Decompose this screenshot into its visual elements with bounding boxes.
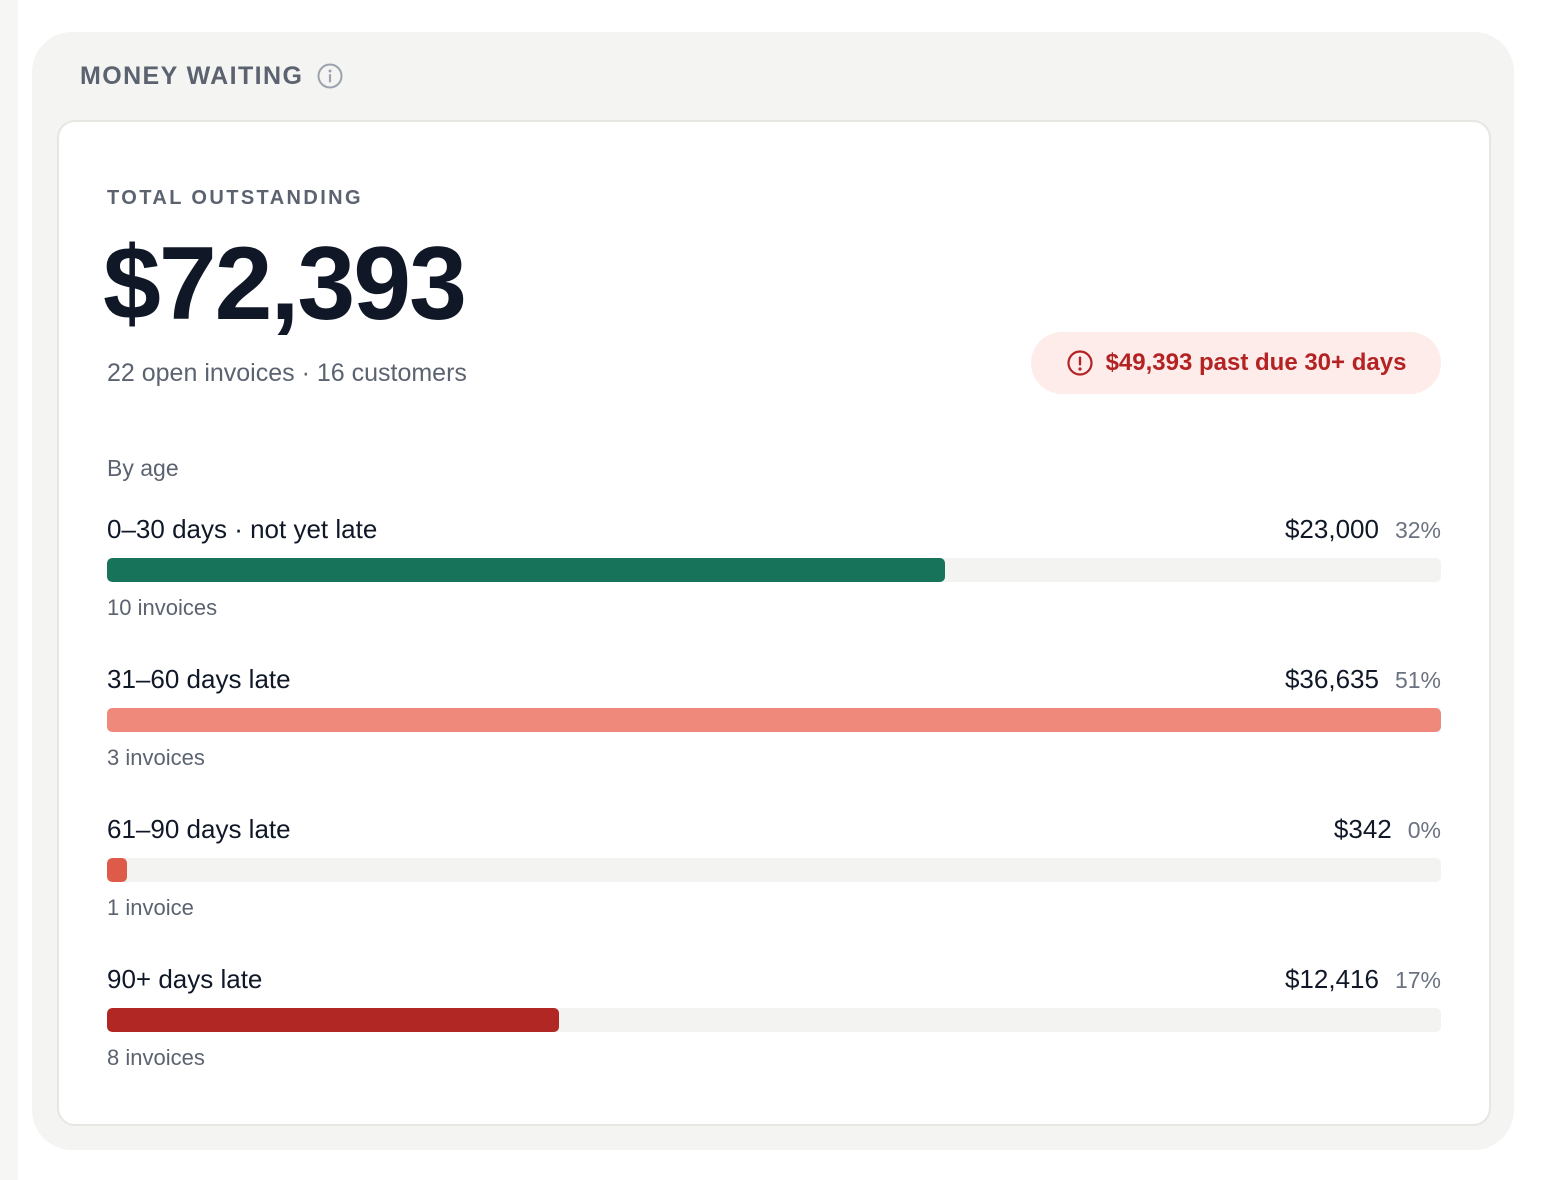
bucket-invoice-count: 3 invoices <box>107 745 205 770</box>
bucket-name: 61–90 days late <box>107 814 291 844</box>
bucket-bar-track <box>107 708 1441 732</box>
total-outstanding-label: TOTAL OUTSTANDING <box>107 187 363 209</box>
bucket-bar-track <box>107 858 1441 882</box>
age-bucket-61-90[interactable]: 61–90 days late $342 0% 1 invoice <box>107 814 1441 934</box>
bucket-bar-fill <box>107 708 1441 732</box>
page-left-edge <box>0 0 18 1180</box>
bucket-invoice-count: 8 invoices <box>107 1045 205 1070</box>
bucket-name: 90+ days late <box>107 964 263 994</box>
bucket-amount: $36,635 <box>1284 664 1379 694</box>
bucket-name: 31–60 days late <box>107 664 291 694</box>
alert-circle-icon <box>1066 350 1093 376</box>
past-due-alert-text: $49,393 past due 30+ days <box>1105 349 1407 376</box>
invoice-customer-summary: 22 open invoices · 16 customers <box>107 359 467 387</box>
bucket-name: 0–30 days · not yet late <box>107 514 378 544</box>
bucket-values: $36,635 51% <box>1285 664 1441 695</box>
bucket-percent: 32% <box>1394 517 1441 543</box>
bucket-percent: 17% <box>1394 967 1441 993</box>
bucket-bar-fill <box>107 1008 560 1032</box>
past-due-alert-badge[interactable]: $49,393 past due 30+ days <box>1031 332 1441 394</box>
age-bucket-0-30[interactable]: 0–30 days · not yet late $23,000 32% 10 … <box>107 514 1441 634</box>
bucket-values: $23,000 32% <box>1285 514 1441 545</box>
bucket-amount: $23,000 <box>1284 514 1379 544</box>
total-outstanding-amount: $72,393 <box>103 226 467 342</box>
bucket-bar-track <box>107 558 1441 582</box>
age-bucket-90-plus[interactable]: 90+ days late $12,416 17% 8 invoices <box>107 964 1441 1084</box>
bucket-values: $12,416 17% <box>1285 964 1441 995</box>
bucket-percent: 51% <box>1394 667 1441 693</box>
panel-header: MONEY WAITING <box>80 60 343 92</box>
info-icon[interactable] <box>317 63 343 89</box>
bucket-bar-track <box>107 1008 1441 1032</box>
bucket-invoice-count: 1 invoice <box>107 895 194 920</box>
bucket-bar-fill <box>107 558 945 582</box>
bucket-values: $342 0% <box>1334 814 1441 845</box>
bucket-amount: $12,416 <box>1284 964 1379 994</box>
age-bucket-31-60[interactable]: 31–60 days late $36,635 51% 3 invoices <box>107 664 1441 784</box>
money-waiting-panel: MONEY WAITING TOTAL OUTSTANDING $72,393 … <box>32 32 1514 1150</box>
outstanding-card: TOTAL OUTSTANDING $72,393 22 open invoic… <box>57 120 1491 1126</box>
bucket-invoice-count: 10 invoices <box>107 595 218 620</box>
by-age-heading: By age <box>107 455 179 481</box>
panel-title: MONEY WAITING <box>80 61 304 90</box>
bucket-percent: 0% <box>1407 817 1441 843</box>
bucket-bar-fill <box>107 858 127 882</box>
bucket-amount: $342 <box>1333 814 1392 844</box>
